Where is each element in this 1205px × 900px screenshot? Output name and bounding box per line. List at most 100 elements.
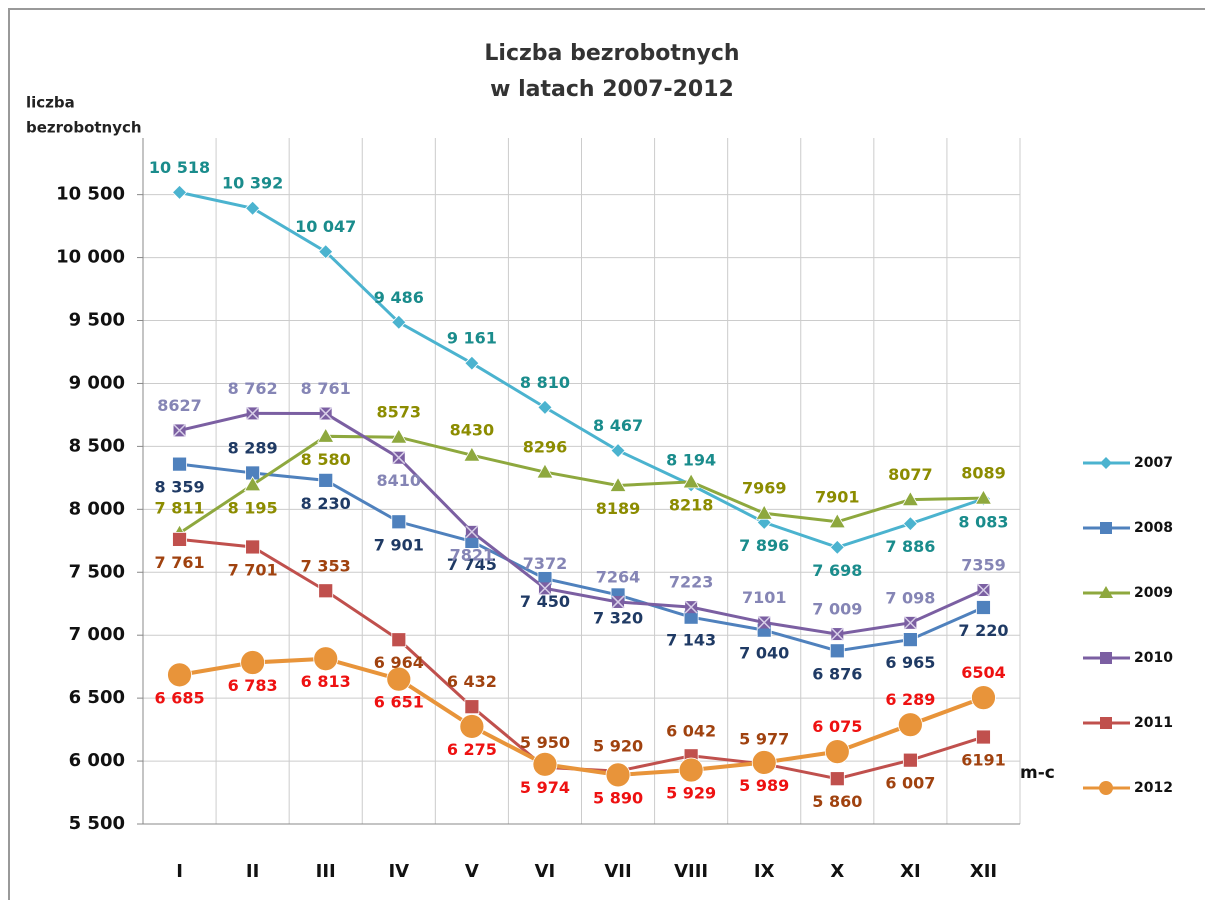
data-label: 6 289 bbox=[885, 690, 935, 709]
x-tick-label: III bbox=[316, 861, 336, 882]
data-label: 7 040 bbox=[739, 644, 789, 663]
data-label: 8089 bbox=[961, 464, 1006, 483]
marker bbox=[976, 729, 991, 745]
marker-cross bbox=[830, 627, 844, 641]
data-label: 7 811 bbox=[154, 499, 204, 518]
y-tick-label: 7 500 bbox=[69, 561, 125, 582]
marker bbox=[901, 490, 920, 507]
marker-cross bbox=[465, 525, 479, 539]
legend-label: 2011 bbox=[1134, 715, 1173, 731]
y-tick-label: 10 500 bbox=[56, 184, 125, 205]
data-label: 7 701 bbox=[228, 560, 278, 579]
x-tick-label: IV bbox=[388, 861, 409, 882]
data-label: 8 580 bbox=[301, 450, 351, 469]
marker bbox=[976, 583, 990, 597]
marker bbox=[682, 473, 700, 489]
data-label: 6 685 bbox=[154, 688, 204, 707]
data-label: 7 320 bbox=[593, 608, 643, 627]
x-tick-label: VII bbox=[604, 861, 631, 882]
line bbox=[178, 434, 984, 535]
y-tick-label: 9 000 bbox=[69, 372, 125, 393]
line bbox=[179, 462, 985, 653]
marker bbox=[751, 750, 777, 775]
data-label: 9 161 bbox=[447, 329, 497, 348]
marker bbox=[391, 514, 407, 530]
data-label: 8 810 bbox=[520, 373, 570, 392]
marker bbox=[538, 581, 552, 595]
marker bbox=[537, 399, 553, 415]
marker bbox=[902, 516, 918, 532]
y-tick-label: 5 500 bbox=[69, 813, 125, 834]
marker bbox=[172, 456, 187, 472]
marker bbox=[536, 463, 554, 479]
data-label: 6 965 bbox=[885, 653, 935, 672]
marker bbox=[463, 446, 481, 462]
data-label: 7372 bbox=[523, 554, 568, 573]
data-label: 8 230 bbox=[301, 494, 351, 513]
marker-cross bbox=[392, 451, 406, 465]
data-label: 7 896 bbox=[739, 536, 789, 555]
data-label: 6 007 bbox=[885, 774, 935, 793]
data-label: 8 359 bbox=[154, 478, 204, 497]
legend-label: 2007 bbox=[1134, 455, 1173, 471]
data-label: 5 974 bbox=[520, 778, 570, 797]
chart-title: Liczba bezrobotnych bbox=[484, 41, 739, 66]
marker bbox=[829, 771, 845, 787]
legend-label: 2008 bbox=[1134, 520, 1173, 536]
marker bbox=[897, 712, 923, 738]
data-label: 8 761 bbox=[301, 379, 351, 398]
marker bbox=[167, 662, 192, 688]
marker-cross bbox=[319, 407, 333, 421]
data-label: 10 047 bbox=[295, 217, 356, 236]
marker-cross bbox=[538, 581, 552, 595]
data-label: 8627 bbox=[157, 396, 202, 415]
data-label: 10 392 bbox=[222, 174, 283, 193]
data-label: 7 698 bbox=[812, 561, 862, 580]
marker bbox=[318, 583, 334, 599]
data-label: 6 651 bbox=[374, 693, 424, 712]
data-label: 7 901 bbox=[374, 535, 424, 554]
data-label: 6 275 bbox=[447, 740, 497, 759]
y-tick-label: 9 500 bbox=[69, 310, 125, 331]
marker bbox=[318, 472, 334, 488]
marker bbox=[757, 615, 771, 630]
data-label: 5 950 bbox=[520, 733, 570, 752]
data-label: 8077 bbox=[888, 465, 933, 484]
marker-cross bbox=[757, 615, 771, 630]
legend-item: 2009 bbox=[1083, 585, 1173, 601]
marker-cross bbox=[611, 595, 625, 609]
marker bbox=[313, 646, 339, 672]
x-tick-label: IX bbox=[754, 861, 775, 882]
marker-cross bbox=[976, 583, 990, 597]
marker bbox=[386, 666, 412, 692]
marker bbox=[245, 200, 261, 216]
marker bbox=[830, 627, 844, 641]
data-label: 8 762 bbox=[228, 379, 278, 398]
marker bbox=[464, 355, 480, 371]
marker bbox=[755, 504, 773, 520]
data-label: 6 876 bbox=[812, 664, 862, 683]
data-label: 8 194 bbox=[666, 450, 716, 469]
y-axis-title: liczba bbox=[26, 94, 75, 112]
y-tick-label: 6 500 bbox=[69, 687, 125, 708]
marker bbox=[246, 406, 260, 420]
series bbox=[172, 456, 991, 659]
marker-cross bbox=[173, 423, 187, 437]
data-label: 7 220 bbox=[958, 621, 1008, 640]
data-label: 7359 bbox=[961, 556, 1006, 575]
data-label: 5 860 bbox=[812, 792, 862, 811]
chart-title: w latach 2007-2012 bbox=[490, 77, 734, 102]
x-tick-label: I bbox=[176, 861, 183, 882]
data-label: 6 964 bbox=[374, 653, 424, 672]
data-label: 8218 bbox=[669, 495, 714, 514]
data-label: 8 083 bbox=[958, 512, 1008, 531]
data-label: 6 075 bbox=[812, 717, 862, 736]
marker bbox=[684, 600, 698, 614]
marker bbox=[678, 757, 704, 783]
x-tick-label: XI bbox=[900, 861, 921, 882]
legend-item: 2012 bbox=[1083, 780, 1173, 796]
marker bbox=[902, 752, 918, 768]
marker bbox=[903, 616, 917, 630]
legend-item: 2011 bbox=[1083, 715, 1173, 731]
marker bbox=[243, 475, 262, 492]
